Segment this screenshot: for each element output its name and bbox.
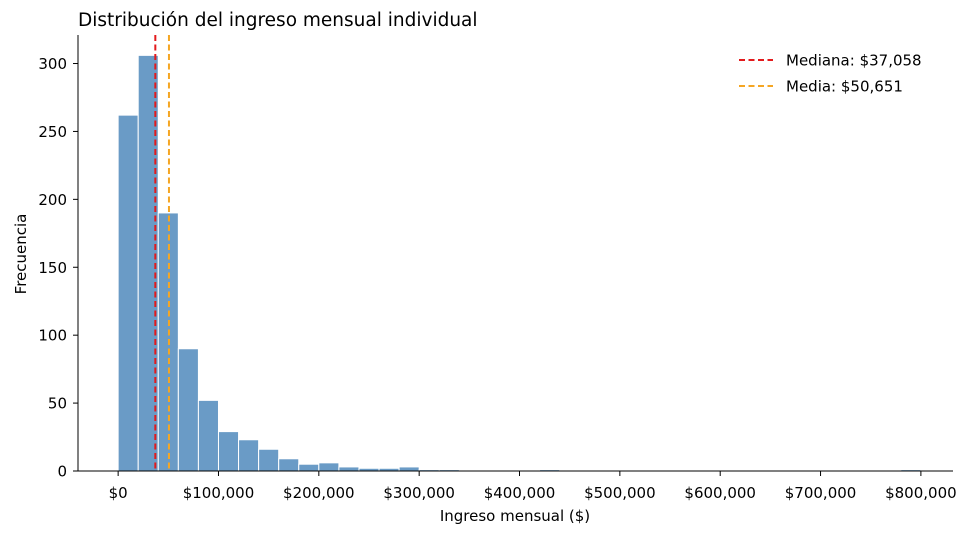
y-tick-label: 300 xyxy=(38,55,67,73)
y-tick-label: 200 xyxy=(38,191,67,209)
histogram-bar xyxy=(258,448,280,472)
legend-entry: Media: $50,651 xyxy=(786,78,903,96)
x-axis-ticks: $0 $100,000 $200,000 $300,000 $400,000 $500,0… xyxy=(109,471,957,502)
y-tick-label: 0 xyxy=(57,463,67,481)
histogram-bar xyxy=(338,466,360,472)
histogram-bar xyxy=(177,348,199,472)
histogram-bar xyxy=(217,431,240,472)
x-axis-label: Ingreso mensual ($) xyxy=(440,507,590,525)
legend-entry: Mediana: $37,058 xyxy=(786,52,922,70)
x-tick-label: $700,000 xyxy=(785,484,857,502)
chart-title: Distribución del ingreso mensual individ… xyxy=(78,10,478,31)
x-tick-label: $500,000 xyxy=(584,484,656,502)
reference-lines xyxy=(154,35,170,471)
histogram-bar xyxy=(398,466,420,472)
histogram-bar xyxy=(117,114,139,472)
legend: Mediana: $37,058 Media: $50,651 xyxy=(739,52,922,96)
x-tick-label: $600,000 xyxy=(684,484,756,502)
histogram-bar xyxy=(278,458,300,472)
x-tick-label: $0 xyxy=(109,484,128,502)
histogram-bars xyxy=(117,54,922,472)
y-tick-label: 50 xyxy=(48,395,67,413)
x-tick-label: $400,000 xyxy=(484,484,556,502)
x-tick-label: $300,000 xyxy=(383,484,455,502)
histogram-bar xyxy=(318,462,340,472)
x-tick-label: $800,000 xyxy=(885,484,957,502)
y-axis-label: Frecuencia xyxy=(12,214,30,295)
histogram-bar xyxy=(238,439,260,472)
histogram-bar xyxy=(197,399,219,472)
x-tick-label: $200,000 xyxy=(283,484,355,502)
y-tick-label: 150 xyxy=(38,259,67,277)
y-tick-label: 100 xyxy=(38,327,67,345)
y-tick-label: 250 xyxy=(38,123,67,141)
y-axis-ticks: 0 50 100 150 200 250 300 xyxy=(38,55,78,481)
histogram-bar xyxy=(298,463,320,472)
x-tick-label: $100,000 xyxy=(183,484,255,502)
